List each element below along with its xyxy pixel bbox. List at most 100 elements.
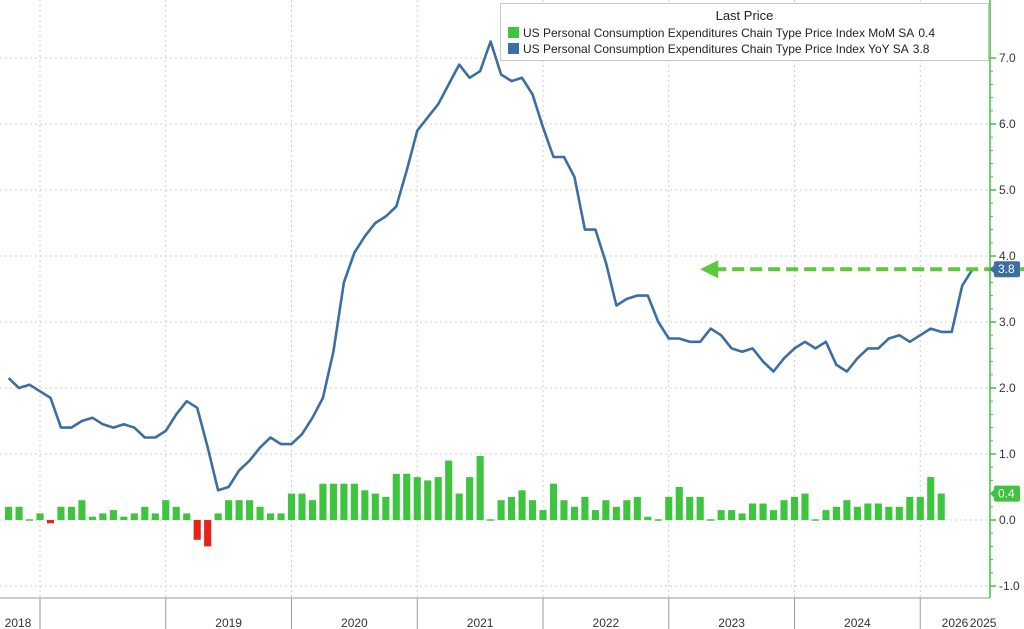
mom-bar (916, 496, 924, 520)
x-tick-label: 2021 (467, 616, 494, 629)
mom-bar (686, 496, 694, 520)
mom-bar (246, 500, 254, 520)
legend-entry-yoy: US Personal Consumption Expenditures Cha… (508, 42, 929, 56)
mom-last-tag-text: 0.4 (998, 487, 1015, 501)
mom-bar (801, 493, 809, 520)
mom-bar (560, 500, 568, 520)
yoy-last-tag-bg (994, 261, 1020, 278)
x-tick-label: 2020 (341, 616, 368, 629)
mom-bar (204, 520, 212, 547)
y-tick-label: 7.0 (999, 51, 1016, 65)
mom-bar (591, 510, 599, 520)
mom-bar (361, 490, 369, 520)
mom-bar (455, 493, 463, 520)
mom-bar (329, 483, 337, 520)
arrow-head-left (700, 260, 719, 279)
y-tick-label: 5.0 (999, 183, 1016, 197)
mom-bar (476, 455, 484, 520)
mom-bar (895, 506, 903, 520)
mom-last-tag-pointer (990, 488, 995, 499)
mom-bar (235, 500, 243, 520)
mom-bar (497, 500, 505, 520)
mom-bar (728, 510, 736, 520)
mom-bar (811, 519, 820, 521)
mom-bar (570, 506, 579, 520)
x-tick-label: 2023 (718, 616, 745, 629)
legend-value-yoy: 3.8 (912, 42, 930, 56)
mom-bars (4, 455, 945, 547)
mom-bar (717, 510, 725, 520)
mom-bar (769, 510, 778, 520)
legend-swatch-yoy (508, 43, 519, 54)
mom-bar (319, 483, 327, 520)
legend-label-mom: US Personal Consumption Expenditures Cha… (523, 26, 915, 40)
mom-bar (424, 480, 432, 520)
mom-bar (633, 496, 641, 520)
mom-bar (287, 493, 296, 520)
mom-bar (644, 516, 652, 520)
mom-bar (172, 506, 180, 520)
y-tick-label: 1.0 (999, 447, 1016, 461)
x-tick-label: 2024 (844, 616, 871, 629)
mom-bar (88, 516, 96, 520)
legend-value-mom: 0.4 (918, 26, 935, 40)
mom-bar (4, 506, 13, 520)
mom-bar (141, 506, 149, 520)
mom-bar (602, 500, 610, 520)
yoy-last-tag-pointer (990, 264, 995, 275)
mom-bar (738, 513, 746, 520)
mom-bar (528, 500, 537, 520)
mom-bar (581, 496, 589, 520)
mom-bar (445, 460, 453, 520)
yoy-last-tag-text: 3.8 (998, 262, 1015, 276)
legend: Last Price US Personal Consumption Expen… (500, 3, 989, 61)
y-tick-label: -1.0 (999, 579, 1020, 593)
annotation-arrow (700, 260, 1024, 279)
mom-bar (434, 477, 442, 520)
mom-bar (151, 513, 159, 520)
mom-bar (832, 506, 840, 520)
yoy-line-group (7, 40, 974, 492)
mom-bar (780, 500, 788, 520)
mom-bar (15, 506, 23, 520)
mom-last-tag-bg (994, 485, 1020, 502)
mom-bar (382, 496, 390, 520)
mom-bar (696, 496, 704, 520)
yoy-line (7, 40, 974, 492)
mom-bar (906, 496, 914, 520)
mom-bar (57, 506, 65, 520)
mom-bar (340, 483, 348, 520)
mom-bar (539, 510, 547, 520)
mom-bar (654, 519, 662, 521)
x-tick-label: 2019 (215, 616, 242, 629)
mom-bar (675, 487, 683, 520)
mom-bar (927, 477, 935, 520)
legend-swatch-mom (508, 27, 519, 38)
mom-bar (822, 510, 830, 520)
y-tick-label: 6.0 (999, 117, 1016, 131)
mom-bar (130, 513, 138, 520)
mom-bar (36, 513, 44, 520)
mom-bar (308, 500, 317, 520)
mom-bar (790, 496, 799, 520)
mom-bar (403, 473, 411, 520)
mom-bar (162, 500, 170, 520)
mom-bar (78, 500, 86, 520)
y-tick-label: 0.0 (999, 513, 1016, 527)
mom-bar (853, 506, 861, 520)
mom-bar (298, 493, 306, 520)
mom-bar (193, 520, 201, 540)
legend-label-yoy: US Personal Consumption Expenditures Cha… (523, 42, 909, 56)
mom-bar (256, 506, 264, 520)
mom-bar (874, 503, 882, 520)
x-tick-label: 2026 (942, 616, 969, 629)
y-tick-label: 4.0 (999, 249, 1016, 263)
mom-bar (109, 510, 117, 520)
legend-entry-mom: US Personal Consumption Expenditures Cha… (508, 26, 935, 40)
mom-bar (612, 506, 620, 520)
y-tick-label: 3.0 (999, 315, 1016, 329)
mom-bar (350, 483, 358, 520)
mom-bar (623, 500, 631, 520)
mom-bar (266, 513, 275, 520)
